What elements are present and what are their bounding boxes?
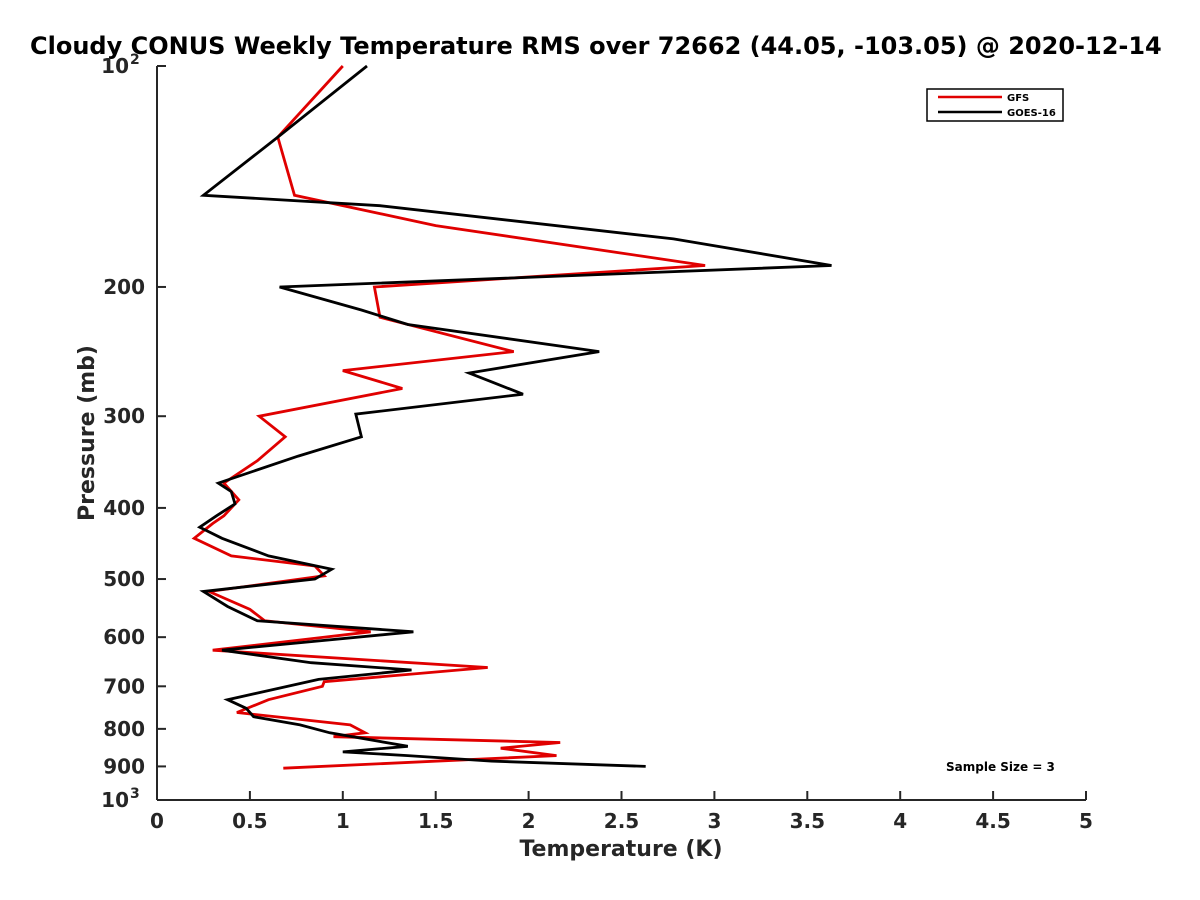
x-tick-label: 4 (893, 809, 907, 833)
y-decade-label: 10 (101, 54, 129, 78)
y-decade-exponent: 3 (130, 786, 140, 802)
y-tick-label: 300 (103, 404, 145, 428)
x-ticks: 0 0.5 1 1.5 2 2.5 3 3.5 4 4.5 5 (150, 791, 1093, 833)
x-tick-label: 0 (150, 809, 164, 833)
y-decade-label: 10 (101, 788, 129, 812)
y-decade-exponent: 2 (130, 52, 140, 68)
y-axis-label: Pressure (mb) (75, 345, 100, 521)
y-tick-label: 200 (103, 275, 145, 299)
chart-title: Cloudy CONUS Weekly Temperature RMS over… (30, 32, 1162, 60)
legend-box (926, 88, 1064, 122)
plot-area (156, 66, 1086, 801)
x-tick-label: 1.5 (418, 809, 453, 833)
y-tick-label: 700 (103, 674, 145, 698)
x-tick-label: 3.5 (790, 809, 825, 833)
legend-label-goes16: GOES-16 (1007, 108, 1056, 119)
x-axis-label: Temperature (K) (519, 837, 722, 862)
legend-label-gfs: GFS (1007, 93, 1029, 104)
x-tick-label: 4.5 (975, 809, 1010, 833)
x-tick-label: 5 (1079, 809, 1093, 833)
series-line-gfs (191, 65, 706, 770)
x-tick-label: 2 (522, 809, 536, 833)
legend: GFS GOES-16 (926, 88, 1064, 122)
y-tick-label: 400 (103, 496, 145, 520)
sample-size-annotation: Sample Size = 3 (946, 760, 1055, 774)
series-lines (191, 64, 832, 770)
y-tick-label: 500 (103, 567, 145, 591)
y-tick-label: 900 (103, 754, 145, 778)
x-tick-label: 3 (707, 809, 721, 833)
series-line-goes-16 (196, 64, 832, 768)
x-tick-label: 2.5 (604, 809, 639, 833)
x-tick-label: 1 (336, 809, 350, 833)
y-tick-label: 800 (103, 717, 145, 741)
x-tick-label: 0.5 (232, 809, 267, 833)
y-tick-label: 600 (103, 625, 145, 649)
